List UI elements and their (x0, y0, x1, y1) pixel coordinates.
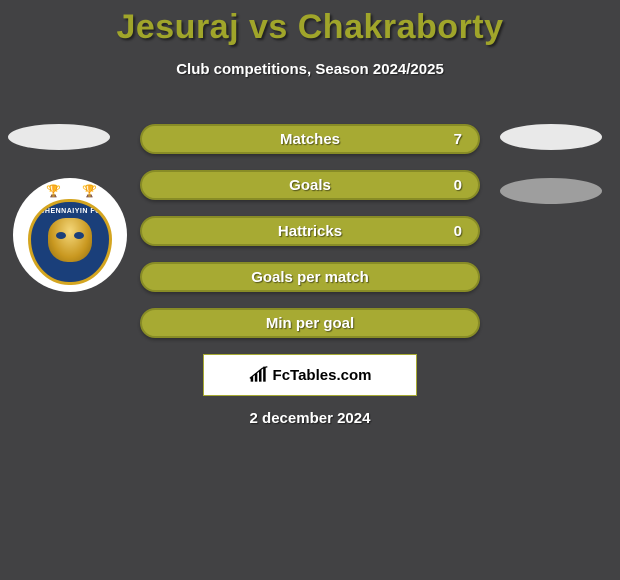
stat-label: Hattricks (278, 223, 342, 240)
stat-bar-matches: Matches 7 (140, 124, 480, 154)
club-badge: 🏆 🏆 CHENNAIYIN FC (13, 178, 127, 292)
chart-icon (249, 366, 269, 384)
stat-value: 7 (454, 131, 462, 148)
stat-label: Goals per match (251, 269, 369, 286)
stat-label: Min per goal (266, 315, 354, 332)
stat-bar-goals: Goals 0 (140, 170, 480, 200)
trophy-icon: 🏆 (46, 185, 58, 197)
club-name: CHENNAIYIN FC (39, 208, 100, 215)
page-title: Jesuraj vs Chakraborty (0, 0, 620, 47)
trophy-icon: 🏆 (82, 185, 94, 197)
stats-bars: Matches 7 Goals 0 Hattricks 0 Goals per … (140, 124, 480, 354)
club-mask-icon (48, 218, 92, 262)
stat-value: 0 (454, 223, 462, 240)
player-right-slot (500, 124, 602, 150)
attribution-site: FcTables.com (273, 367, 372, 384)
date-text: 2 december 2024 (0, 410, 620, 427)
stat-label: Goals (289, 177, 331, 194)
stat-bar-min-per-goal: Min per goal (140, 308, 480, 338)
stat-bar-goals-per-match: Goals per match (140, 262, 480, 292)
club-shield: CHENNAIYIN FC (28, 199, 112, 285)
attribution-box: FcTables.com (203, 354, 417, 396)
player-right-slot-2 (500, 178, 602, 204)
stat-bar-hattricks: Hattricks 0 (140, 216, 480, 246)
stat-label: Matches (280, 131, 340, 148)
stat-value: 0 (454, 177, 462, 194)
player-left-slot (8, 124, 110, 150)
page-subtitle: Club competitions, Season 2024/2025 (0, 61, 620, 78)
